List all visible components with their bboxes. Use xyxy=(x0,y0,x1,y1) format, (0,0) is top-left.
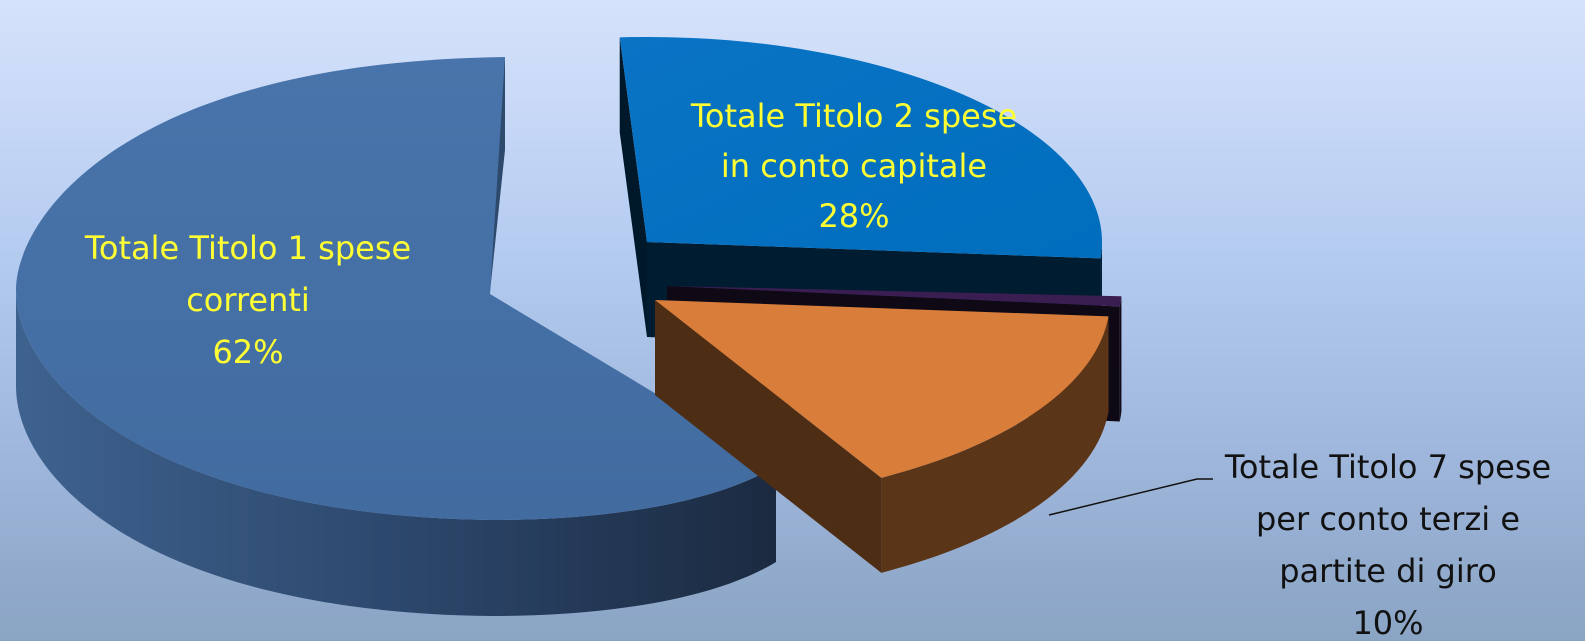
label-titolo-7-line: per conto terzi e xyxy=(1256,500,1520,538)
label-titolo-7-line: 10% xyxy=(1352,604,1423,641)
label-titolo-7: Totale Titolo 7 spese per conto terzi e pa… xyxy=(1224,448,1551,641)
pie-slice-cut-face-left xyxy=(619,37,647,337)
pie-slice-side xyxy=(1119,296,1122,422)
label-titolo-2: Totale Titolo 2 spese in conto capitale 28… xyxy=(690,97,1017,235)
pie-slice-cut-face xyxy=(655,300,882,573)
label-titolo-1-line: correnti xyxy=(186,281,310,319)
label-titolo-2-line: in conto capitale xyxy=(721,147,987,185)
label-titolo-2-line: 28% xyxy=(818,197,889,235)
pie-slice-side xyxy=(881,316,1109,573)
label-titolo-1: Totale Titolo 1 spese correnti 62% xyxy=(84,229,411,371)
pie-slice-top xyxy=(619,36,1103,259)
pie-slice-titolo-1 xyxy=(16,57,776,616)
label-titolo-7-line: Totale Titolo 7 spese xyxy=(1224,448,1551,486)
label-titolo-2-line: Totale Titolo 2 spese xyxy=(690,97,1017,135)
label-titolo-7-leader-line xyxy=(1048,478,1213,516)
label-titolo-1-line: Totale Titolo 1 spese xyxy=(84,229,411,267)
pie-slice-titolo-7 xyxy=(655,300,1109,573)
pie-slice-titolo-1-side xyxy=(16,290,776,616)
pie-slice-top xyxy=(655,300,1109,478)
pie-slice-titolo-1-top xyxy=(16,57,776,520)
pie-slice-top xyxy=(667,286,1122,307)
label-titolo-1-line: 62% xyxy=(212,333,283,371)
label-titolo-7-line: partite di giro xyxy=(1279,552,1497,590)
